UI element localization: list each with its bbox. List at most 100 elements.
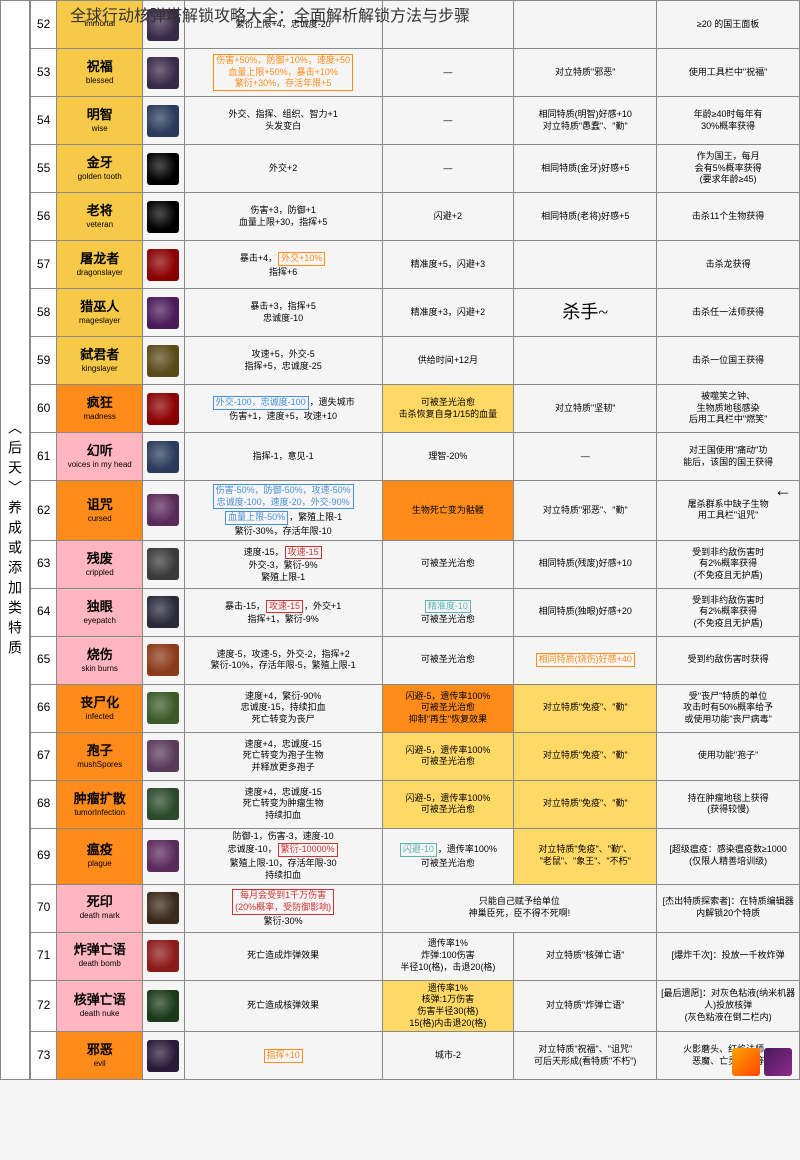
trait-icon: [147, 105, 179, 137]
table-row: 72核弹亡语death nuke死亡造成核弹效果遗传率1%核弹:1万伤害伤害半径…: [31, 980, 800, 1032]
trait-icon: [147, 548, 179, 580]
effect-secondary: 精准度+5，闪避+3: [382, 241, 514, 289]
effect-primary: 指挥-1，意见-1: [184, 433, 382, 481]
trait-icon-cell: [143, 540, 185, 588]
trait-name: 核弹亡语death nuke: [57, 980, 143, 1032]
effect-primary: 死亡造成炸弹效果: [184, 932, 382, 980]
effect-secondary: 闪避-5，遗传率100%可被圣光治愈: [382, 732, 514, 780]
effect-secondary: 遗传率1%核弹:1万伤害伤害半径30(格)15(格)内击退20(格): [382, 980, 514, 1032]
trait-icon: [147, 990, 179, 1022]
trait-icon-cell: [143, 433, 185, 481]
trait-name: 祝福blessed: [57, 49, 143, 97]
row-number: 73: [31, 1032, 57, 1080]
trait-icon: [147, 740, 179, 772]
unlock-method: 受到约敌伤害时获得: [657, 636, 800, 684]
effect-secondary: 供给时间+12月: [382, 337, 514, 385]
effect-primary: 速度+4，忠诚度-15死亡转变为肿瘤生物持续扣血: [184, 780, 382, 828]
table-row: 60疯狂madness外交-100，忠诚度-100，遗失城市伤害+1，速度+5，…: [31, 385, 800, 433]
unlock-method: 使用工具栏中"祝福": [657, 49, 800, 97]
unlock-method: 使用功能"孢子": [657, 732, 800, 780]
trait-icon-cell: [143, 1032, 185, 1080]
row-number: 56: [31, 193, 57, 241]
table-row: 64独眼eyepatch暴击-15，攻速-15，外交+1指挥+1，繁衍-9%精准…: [31, 588, 800, 636]
row-number: 70: [31, 884, 57, 932]
trait-icon: [147, 249, 179, 281]
counter-trait: 相同特质(金牙)好感+5: [514, 145, 657, 193]
counter-trait: 相同特质(残废)好感+10: [514, 540, 657, 588]
trait-icon-cell: [143, 193, 185, 241]
table-row: 67孢子mushSpores速度+4，忠诚度-15死亡转变为孢子生物并释放更多孢…: [31, 732, 800, 780]
trait-icon-cell: [143, 49, 185, 97]
row-number: 61: [31, 433, 57, 481]
effect-secondary: 生物死亡变为骷髅: [382, 481, 514, 541]
effect-secondary: —: [382, 97, 514, 145]
row-number: 68: [31, 780, 57, 828]
trait-icon: [147, 57, 179, 89]
effect-primary: 指挥+10: [184, 1032, 382, 1080]
unlock-method: [最后遗愿]：对灰色粘液(纳米机器人)投放核弹(灰色粘液在倒二栏内): [657, 980, 800, 1032]
effect-primary: 速度-5，攻速-5，外交-2，指挥+2繁衍-10%，存活年限-5，繁殖上限-1: [184, 636, 382, 684]
table-row: 63残废crippled速度-15，攻速-15外交-3，繁衍-9%繁殖上限-1可…: [31, 540, 800, 588]
effect-primary: 外交、指挥、组织、智力+1头发变白: [184, 97, 382, 145]
counter-trait: 杀手~: [514, 289, 657, 337]
table-row: 66丧尸化infected速度+4，繁衍-90%忠诚度-15，持续扣血死亡转变为…: [31, 684, 800, 732]
unlock-method: [超级瘟疫：感染瘟疫数≥1000(仅限人精善培训级): [657, 828, 800, 884]
effect-secondary: 精准度-10可被圣光治愈: [382, 588, 514, 636]
effect-primary: 速度-15，攻速-15外交-3，繁衍-9%繁殖上限-1: [184, 540, 382, 588]
counter-trait: 对立特质"炸弹亡语": [514, 980, 657, 1032]
effect-primary: 速度+4，忠诚度-15死亡转变为孢子生物并释放更多孢子: [184, 732, 382, 780]
counter-trait: 对立特质"免疫"、"勤"、"老鼠"、"象王"、"不朽": [514, 828, 657, 884]
trait-name: 屠龙者dragonslayer: [57, 241, 143, 289]
effect-secondary: 可被圣光治愈击杀恢复自身1/15的血量: [382, 385, 514, 433]
unlock-method: 作为国王，每月会有5%概率获得(要求年龄≥45): [657, 145, 800, 193]
row-number: 57: [31, 241, 57, 289]
table-row: 55金牙golden tooth外交+2—相同特质(金牙)好感+5作为国王，每月…: [31, 145, 800, 193]
effect-primary: 每月会受到1千万伤害(20%概率，受防御影响)繁衍-30%: [184, 884, 382, 932]
row-number: 72: [31, 980, 57, 1032]
unlock-method: 持在肿瘤地毯上获得(获得较慢): [657, 780, 800, 828]
row-number: 69: [31, 828, 57, 884]
counter-trait: 相同特质(独眼)好感+20: [514, 588, 657, 636]
row-number: 63: [31, 540, 57, 588]
corner-icons: [732, 1048, 792, 1076]
row-number: 52: [31, 1, 57, 49]
trait-name: 猎巫人mageslayer: [57, 289, 143, 337]
traits-table: 52immortal繁衍上限+4，忠诚度-20≥20 的国王面板53祝福bles…: [30, 0, 800, 1080]
trait-icon-cell: [143, 732, 185, 780]
row-number: 62: [31, 481, 57, 541]
counter-trait: 对立特质"核弹亡语": [514, 932, 657, 980]
trait-icon: [147, 494, 179, 526]
trait-icon: [147, 596, 179, 628]
table-row: 54明智wise外交、指挥、组织、智力+1头发变白—相同特质(明智)好感+10对…: [31, 97, 800, 145]
effect-primary: 伤害-50%，防御-50%，攻速-50%忠诚度-100，速度-20，外交-90%…: [184, 481, 382, 541]
trait-icon: [147, 393, 179, 425]
effect-primary: 外交-100，忠诚度-100，遗失城市伤害+1，速度+5，攻速+10: [184, 385, 382, 433]
row-number: 53: [31, 49, 57, 97]
trait-icon: [147, 840, 179, 872]
trait-icon-cell: [143, 636, 185, 684]
effect-secondary: 闪避-5，遗传率100%可被圣光治愈抑制"再生"恢复效果: [382, 684, 514, 732]
trait-name: 孢子mushSpores: [57, 732, 143, 780]
main-container: 〈后天〉养成或添加类特质 52immortal繁衍上限+4，忠诚度-20≥20 …: [0, 0, 800, 1080]
effect-secondary: —: [382, 145, 514, 193]
category-label: 〈后天〉养成或添加类特质: [0, 0, 30, 1080]
trait-name: 明智wise: [57, 97, 143, 145]
trait-icon-cell: [143, 337, 185, 385]
counter-trait: 对立特质"免疫"、"勤": [514, 780, 657, 828]
trait-icon: [147, 297, 179, 329]
trait-name: 残废crippled: [57, 540, 143, 588]
unlock-method: [爆炸千次]：投放一千枚炸弹: [657, 932, 800, 980]
table-row: 65烧伤skin burns速度-5，攻速-5，外交-2，指挥+2繁衍-10%，…: [31, 636, 800, 684]
trait-icon-cell: [143, 684, 185, 732]
nav-arrow[interactable]: ←: [774, 480, 792, 501]
trait-icon: [147, 644, 179, 676]
trait-name: 老将veteran: [57, 193, 143, 241]
unlock-method: 年龄≥40时每年有30%概率获得: [657, 97, 800, 145]
counter-trait: 对立特质"邪恶"、"勤": [514, 481, 657, 541]
trait-name: 疯狂madness: [57, 385, 143, 433]
unlock-method: 受到非约敌伤害时有2%概率获得(不免疫且无护盾): [657, 588, 800, 636]
table-row: 58猎巫人mageslayer暴击+3，指挥+5忠诚度-10精准度+3，闪避+2…: [31, 289, 800, 337]
trait-icon-cell: [143, 289, 185, 337]
effect-primary: 暴击+4，外交+10%指挥+6: [184, 241, 382, 289]
unlock-method: ≥20 的国王面板: [657, 1, 800, 49]
